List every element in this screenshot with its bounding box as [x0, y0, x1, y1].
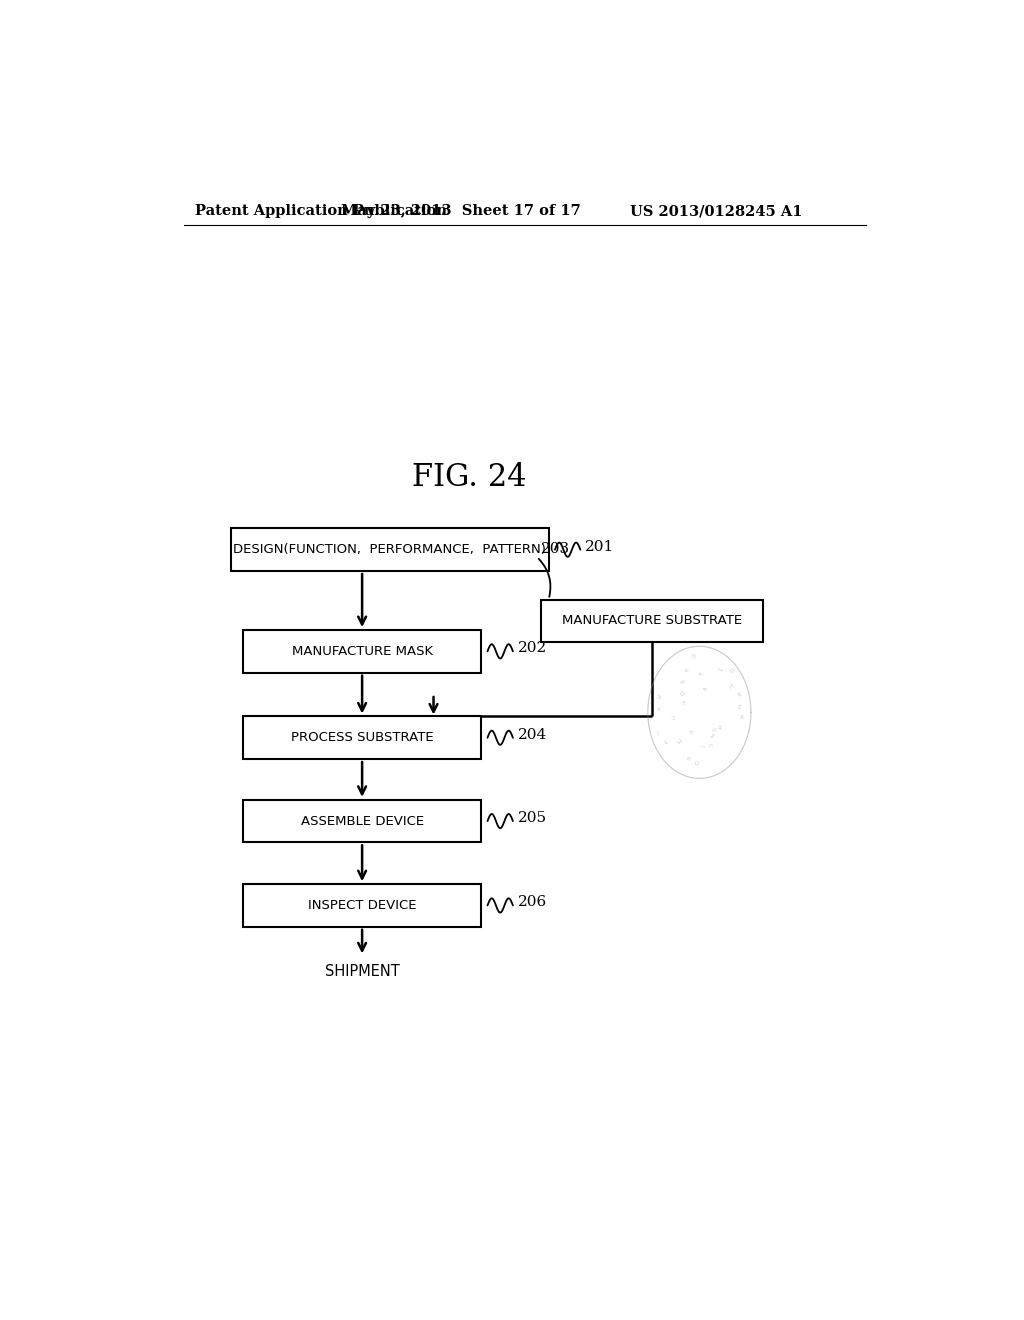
Text: .: . [733, 725, 736, 730]
Bar [243, 717, 481, 759]
Text: 205: 205 [518, 810, 547, 825]
Bar [231, 528, 549, 572]
Text: O: O [692, 652, 697, 657]
Text: R: R [739, 715, 743, 721]
Text: 202: 202 [518, 642, 547, 655]
Text: K: K [657, 692, 663, 697]
Bar [541, 599, 763, 643]
Text: 0: 0 [711, 727, 717, 733]
Text: 4: 4 [703, 686, 709, 692]
Text: 201: 201 [585, 540, 614, 553]
Text: H: H [675, 737, 681, 743]
Text: V: V [682, 697, 687, 704]
Text: G: G [684, 755, 690, 760]
Text: SHIPMENT: SHIPMENT [325, 964, 399, 979]
Text: S: S [708, 733, 714, 738]
Text: DESIGN(FUNCTION,  PERFORMANCE,  PATTERN): DESIGN(FUNCTION, PERFORMANCE, PATTERN) [233, 544, 547, 556]
Text: R: R [737, 692, 742, 698]
Bar [243, 800, 481, 842]
Text: 6: 6 [681, 677, 687, 682]
Text: D: D [729, 667, 736, 673]
Text: Y: Y [658, 704, 662, 709]
Text: D: D [680, 689, 687, 694]
Text: 3: 3 [663, 737, 668, 743]
Text: C: C [671, 714, 675, 719]
Text: PROCESS SUBSTRATE: PROCESS SUBSTRATE [291, 731, 433, 744]
Text: /: / [699, 744, 706, 747]
Text: 204: 204 [518, 727, 547, 742]
Text: Z: Z [737, 705, 741, 710]
Text: ASSEMBLE DEVICE: ASSEMBLE DEVICE [301, 814, 424, 828]
Text: Patent Application Publication: Patent Application Publication [196, 205, 447, 218]
Text: V: V [687, 727, 693, 734]
Bar [243, 884, 481, 927]
Text: T: T [700, 672, 706, 676]
Text: O: O [692, 760, 698, 764]
Text: 203: 203 [541, 541, 569, 556]
Text: P: P [685, 667, 690, 671]
Text: S: S [716, 725, 722, 730]
Text: MANUFACTURE SUBSTRATE: MANUFACTURE SUBSTRATE [562, 614, 741, 627]
Text: FIG. 24: FIG. 24 [412, 462, 526, 494]
Text: May 23, 2013  Sheet 17 of 17: May 23, 2013 Sheet 17 of 17 [341, 205, 582, 218]
Bar [243, 630, 481, 673]
Text: C: C [706, 743, 712, 748]
Text: /: / [656, 729, 659, 734]
Text: 1: 1 [718, 667, 724, 672]
Text: 206: 206 [518, 895, 547, 909]
Text: MANUFACTURE MASK: MANUFACTURE MASK [292, 645, 433, 657]
Text: INSPECT DEVICE: INSPECT DEVICE [308, 899, 417, 912]
Text: H: H [728, 684, 734, 690]
FancyArrowPatch shape [539, 558, 551, 597]
Text: US 2013/0128245 A1: US 2013/0128245 A1 [630, 205, 803, 218]
